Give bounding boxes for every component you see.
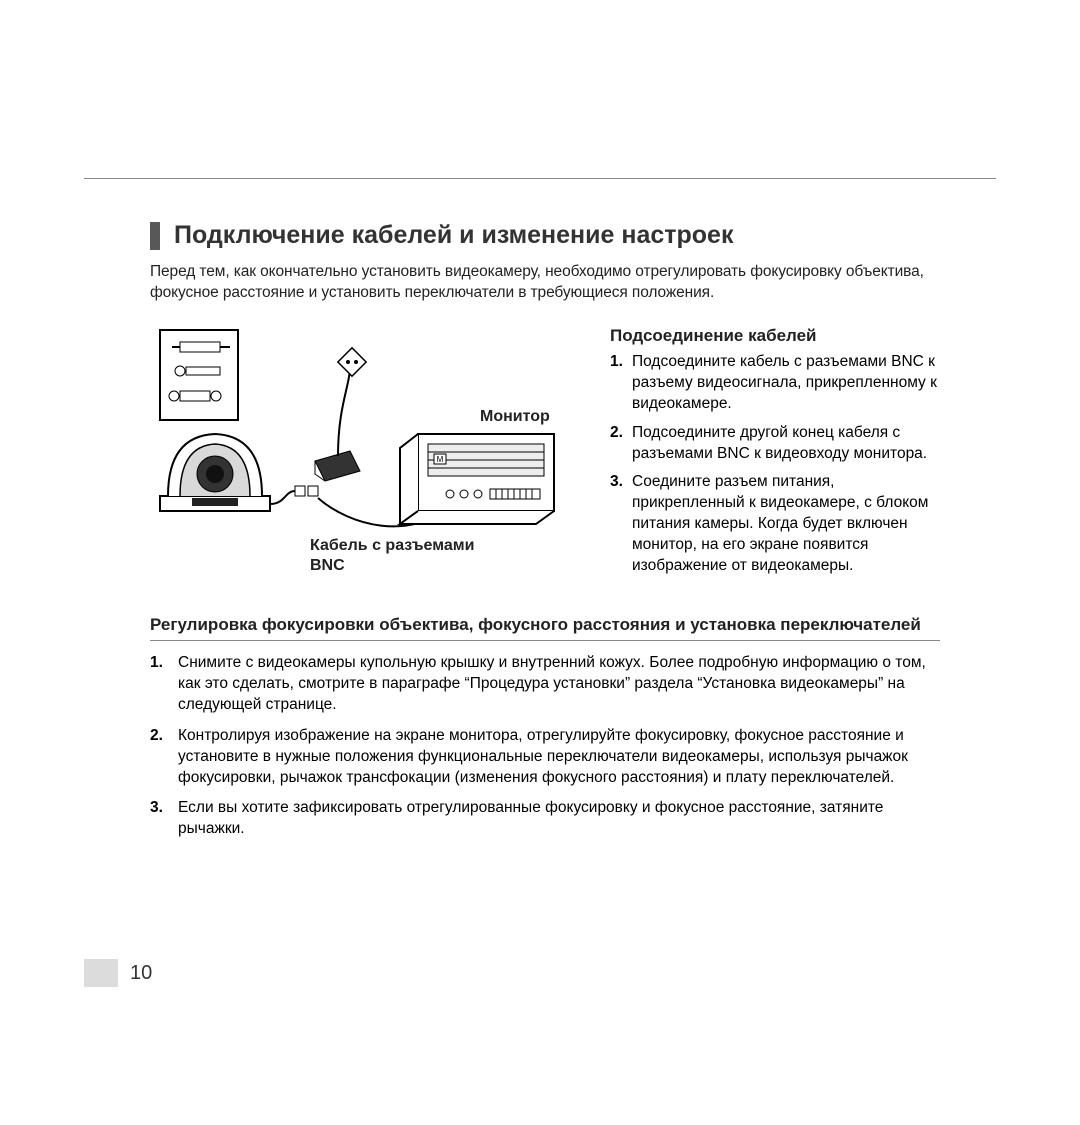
list-item: 2.Контролируя изображение на экране мони… [150, 726, 940, 789]
step-text: Снимите с видеокамеры купольную крышку и… [178, 653, 940, 716]
dome-camera-icon [160, 434, 270, 511]
step-number: 1. [150, 653, 178, 716]
intro-paragraph: Перед тем, как окончательно установить в… [150, 262, 940, 304]
step-number: 2. [610, 423, 632, 465]
wiring-diagram: M Монитор Кабель с разъемами BNC [150, 326, 590, 586]
heading-row: Подключение кабелей и изменение настроек [150, 220, 940, 250]
step-text: Контролируя изображение на экране монито… [178, 726, 940, 789]
svg-text:M: M [437, 455, 444, 464]
list-item: 1.Подсоедините кабель с разъемами BNC к … [610, 352, 940, 415]
step-number: 1. [610, 352, 632, 415]
section2-steps: 1.Снимите с видеокамеры купольную крышку… [150, 653, 940, 840]
list-item: 3.Если вы хотите зафиксировать отрегулир… [150, 798, 940, 840]
list-item: 3.Соедините разъем питания, прикрепленны… [610, 472, 940, 577]
step-number: 2. [150, 726, 178, 789]
step-number: 3. [610, 472, 632, 577]
section2-underline [150, 640, 940, 641]
page-number-bar [84, 959, 118, 987]
step-text: Если вы хотите зафиксировать отрегулиров… [178, 798, 940, 840]
page-heading: Подключение кабелей и изменение настроек [174, 221, 733, 250]
heading-bar [150, 222, 160, 250]
monitor-icon: M [400, 434, 554, 524]
side-column: Подсоединение кабелей 1.Подсоедините каб… [610, 326, 940, 586]
section2: Регулировка фокусировки объектива, фокус… [150, 614, 940, 840]
step-text: Подсоедините другой конец кабеля с разъе… [632, 423, 940, 465]
section2-heading: Регулировка фокусировки объектива, фокус… [150, 614, 940, 636]
page-content: Подключение кабелей и изменение настроек… [150, 220, 940, 850]
list-item: 2.Подсоедините другой конец кабеля с раз… [610, 423, 940, 465]
top-rule [84, 178, 996, 179]
step-text: Соедините разъем питания, прикрепленный … [632, 472, 940, 577]
page-number: 10 [130, 962, 152, 985]
label-cable: Кабель с разъемами BNC [310, 536, 510, 576]
step-number: 3. [150, 798, 178, 840]
step-text: Подсоедините кабель с разъемами BNC к ра… [632, 352, 940, 415]
figure-and-steps-row: M Монитор Кабель с разъемами BNC [150, 326, 940, 586]
side-steps: 1.Подсоедините кабель с разъемами BNC к … [610, 352, 940, 577]
list-item: 1.Снимите с видеокамеры купольную крышку… [150, 653, 940, 716]
label-monitor: Монитор [480, 408, 550, 426]
side-heading: Подсоединение кабелей [610, 326, 940, 346]
